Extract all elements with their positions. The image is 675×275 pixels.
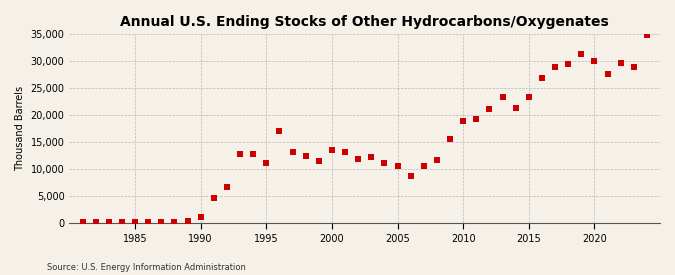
Point [353,157,364,162]
Point [130,220,140,224]
Point [195,214,206,219]
Point [103,220,114,224]
Point [300,153,311,158]
Point [209,196,219,200]
Point [641,33,652,37]
Point [182,219,193,224]
Point [523,95,534,100]
Y-axis label: Thousand Barrels: Thousand Barrels [15,86,25,171]
Point [471,117,482,121]
Point [117,220,128,224]
Point [235,152,246,156]
Point [458,119,468,123]
Point [418,164,429,168]
Point [589,59,600,64]
Point [340,150,350,154]
Point [510,106,521,111]
Point [405,174,416,178]
Point [563,62,574,66]
Point [169,220,180,224]
Point [90,220,101,224]
Point [602,72,613,76]
Point [549,65,560,69]
Point [274,129,285,134]
Point [497,95,508,100]
Point [431,158,442,162]
Point [628,65,639,69]
Point [287,150,298,155]
Title: Annual U.S. Ending Stocks of Other Hydrocarbons/Oxygenates: Annual U.S. Ending Stocks of Other Hydro… [120,15,609,29]
Point [77,220,88,224]
Point [142,220,153,224]
Point [392,164,403,168]
Point [576,51,587,56]
Point [261,161,271,165]
Point [221,185,232,189]
Point [327,148,338,152]
Point [615,61,626,66]
Point [248,152,259,156]
Point [366,155,377,160]
Point [313,158,324,163]
Point [379,161,389,165]
Point [484,106,495,111]
Point [156,220,167,224]
Text: Source: U.S. Energy Information Administration: Source: U.S. Energy Information Administ… [47,263,246,272]
Point [445,137,456,141]
Point [537,76,547,80]
